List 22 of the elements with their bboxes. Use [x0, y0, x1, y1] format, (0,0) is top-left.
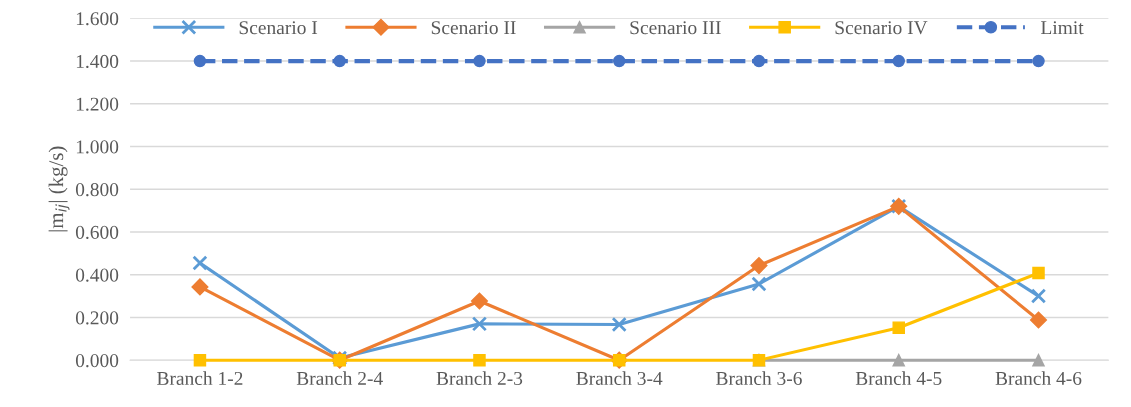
y-tick-label: 1.600 [76, 12, 119, 26]
y-tick-label: 0.200 [75, 311, 119, 325]
x-tick-label: Branch 3-4 [576, 371, 663, 385]
x-tick-label: Branch 1-2 [157, 371, 243, 385]
y-tick-label: 0.600 [75, 225, 119, 240]
legend-label: Scenario I [239, 21, 318, 35]
legend-label: Limit [1041, 21, 1084, 35]
legend-label: Scenario III [630, 21, 721, 35]
y-tick-label: 1.200 [76, 97, 119, 111]
y-tick-label: 0.000 [75, 354, 119, 368]
x-tick-label: Branch 3-6 [716, 371, 802, 385]
x-tick-label: Branch 2-4 [296, 371, 383, 385]
y-tick-label: 1.400 [76, 54, 119, 69]
y-tick-label: 1.000 [76, 140, 119, 154]
legend-label: Scenario IV [835, 21, 928, 35]
y-tick-label: 0.400 [75, 268, 119, 282]
legend-label: Scenario II [431, 21, 516, 35]
y-tick-label: 0.800 [75, 183, 119, 197]
y-axis-title: |m$_{ij}$| (kg/s) [48, 146, 70, 232]
x-tick-label: Branch 4-5 [855, 371, 942, 385]
x-tick-label: Branch 4-6 [995, 371, 1082, 385]
x-tick-label: Branch 2-3 [436, 371, 523, 385]
